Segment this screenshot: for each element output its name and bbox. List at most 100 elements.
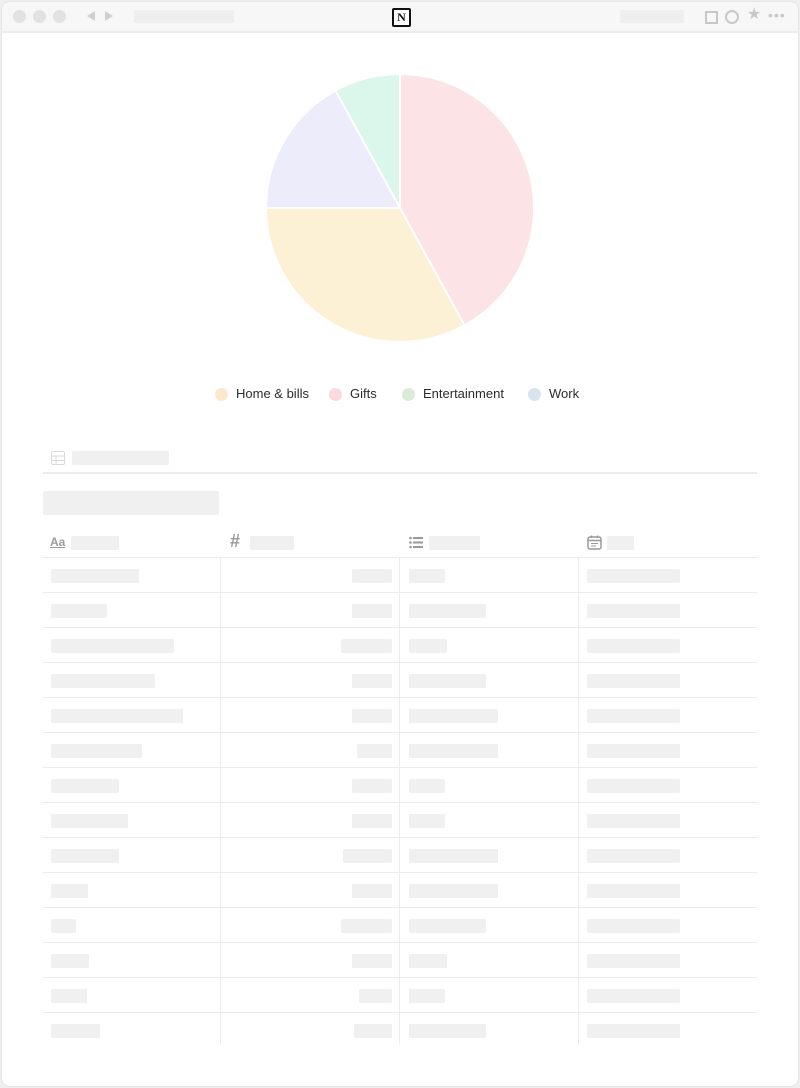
row-name-placeholder (51, 1024, 100, 1038)
row-name-placeholder (51, 709, 183, 723)
row-amount-placeholder (352, 604, 392, 618)
legend-swatch (528, 388, 541, 401)
legend-label: Home & bills (236, 386, 309, 401)
forward-arrow-icon[interactable] (105, 11, 113, 21)
row-date-placeholder (587, 744, 680, 758)
title-aa-icon: Aa (50, 535, 66, 549)
chart-legend: Home & bills Gifts Entertainment Work (2, 384, 798, 404)
row-date-placeholder (587, 674, 680, 688)
row-amount-placeholder (352, 709, 392, 723)
row-date-placeholder (587, 569, 680, 583)
column-header-amount[interactable] (250, 536, 294, 550)
row-divider (43, 697, 757, 698)
legend-label: Work (549, 386, 580, 401)
row-name-placeholder (51, 989, 87, 1003)
pie-slices (264, 72, 536, 344)
column-divider (578, 558, 579, 1044)
row-amount-placeholder (352, 779, 392, 793)
row-divider (43, 942, 757, 943)
header-divider (43, 557, 757, 558)
row-category-placeholder (409, 709, 498, 723)
column-divider (220, 558, 221, 1044)
window-close-button[interactable] (13, 10, 26, 23)
circle-icon[interactable] (725, 10, 739, 24)
pie-slice-gifts (399, 72, 536, 327)
row-divider (43, 662, 757, 663)
row-category-placeholder (409, 849, 498, 863)
row-amount-placeholder (352, 954, 392, 968)
row-divider (43, 627, 757, 628)
row-divider (43, 837, 757, 838)
row-divider (43, 592, 757, 593)
row-category-placeholder (409, 779, 445, 793)
star-icon[interactable]: ★ (747, 6, 762, 23)
column-divider (399, 558, 400, 1044)
row-date-placeholder (587, 779, 680, 793)
row-category-placeholder (409, 1024, 486, 1038)
row-date-placeholder (587, 919, 680, 933)
legend-label: Gifts (350, 386, 377, 401)
row-amount-placeholder (357, 744, 392, 758)
row-category-placeholder (409, 569, 445, 583)
row-date-placeholder (587, 709, 680, 723)
row-name-placeholder (51, 744, 142, 758)
row-name-placeholder (51, 674, 155, 688)
row-name-placeholder (51, 884, 88, 898)
window-minimize-button[interactable] (33, 10, 46, 23)
row-amount-placeholder (341, 919, 392, 933)
row-amount-placeholder (343, 849, 392, 863)
row-divider (43, 802, 757, 803)
row-date-placeholder (587, 814, 680, 828)
row-divider (43, 872, 757, 873)
row-date-placeholder (587, 849, 680, 863)
row-name-placeholder (51, 639, 174, 653)
row-amount-placeholder (352, 814, 392, 828)
back-arrow-icon[interactable] (87, 11, 95, 21)
breadcrumb-placeholder[interactable] (134, 10, 234, 23)
row-name-placeholder (51, 919, 76, 933)
row-category-placeholder (409, 989, 445, 1003)
row-name-placeholder (51, 779, 119, 793)
view-tab-divider (43, 472, 757, 474)
row-date-placeholder (587, 954, 680, 968)
column-header-category[interactable] (429, 536, 480, 550)
view-tab-label-placeholder[interactable] (72, 451, 169, 465)
row-date-placeholder (587, 884, 680, 898)
row-name-placeholder (51, 814, 128, 828)
row-name-placeholder (51, 604, 107, 618)
legend-swatch (402, 388, 415, 401)
row-amount-placeholder (352, 569, 392, 583)
row-divider (43, 732, 757, 733)
row-amount-placeholder (352, 674, 392, 688)
row-date-placeholder (587, 604, 680, 618)
row-date-placeholder (587, 1024, 680, 1038)
row-category-placeholder (409, 604, 486, 618)
number-hash-icon: # (230, 531, 241, 551)
list-icon (409, 536, 423, 549)
column-header-date[interactable] (607, 536, 634, 550)
row-name-placeholder (51, 569, 139, 583)
row-date-placeholder (587, 989, 680, 1003)
row-category-placeholder (409, 639, 447, 653)
row-amount-placeholder (352, 884, 392, 898)
row-divider (43, 1012, 757, 1013)
window-zoom-button[interactable] (53, 10, 66, 23)
more-icon[interactable]: ••• (768, 7, 786, 23)
pie-slice-entertainment (334, 72, 401, 209)
row-category-placeholder (409, 674, 486, 688)
legend-label: Entertainment (423, 386, 504, 401)
share-button-placeholder[interactable] (620, 10, 684, 23)
row-amount-placeholder (341, 639, 392, 653)
pie-slice-home-bills (264, 207, 466, 344)
column-header-name[interactable] (71, 536, 119, 550)
row-category-placeholder (409, 919, 486, 933)
row-category-placeholder (409, 954, 447, 968)
row-divider (43, 907, 757, 908)
table-view-icon (51, 451, 65, 465)
pie-slice-work (264, 89, 402, 209)
row-name-placeholder (51, 849, 119, 863)
database-title-placeholder (43, 491, 219, 515)
row-name-placeholder (51, 954, 89, 968)
square-icon[interactable] (705, 11, 718, 24)
row-amount-placeholder (359, 989, 392, 1003)
